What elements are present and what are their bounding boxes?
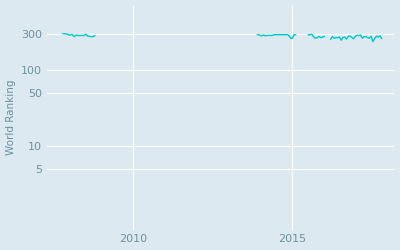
Y-axis label: World Ranking: World Ranking: [6, 80, 16, 155]
